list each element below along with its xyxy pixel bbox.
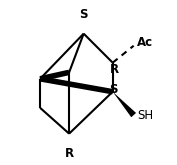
Text: S: S	[79, 8, 88, 21]
Polygon shape	[113, 92, 136, 117]
Text: SH: SH	[137, 109, 153, 122]
Text: S: S	[109, 83, 118, 96]
Text: Ac: Ac	[137, 36, 153, 49]
Text: R: R	[65, 147, 74, 160]
Text: R: R	[109, 63, 119, 76]
